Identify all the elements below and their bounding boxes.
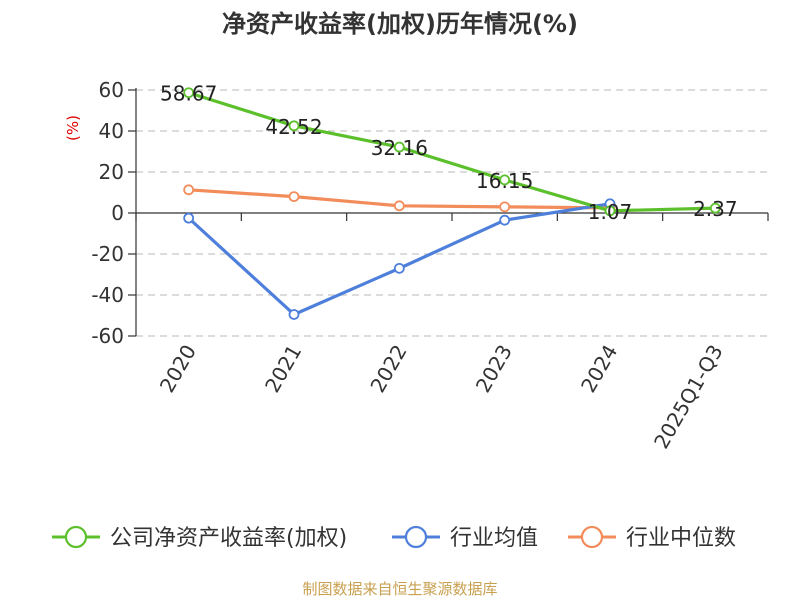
y-tick-label: -40 xyxy=(91,283,124,307)
data-label: 58.67 xyxy=(160,82,217,106)
chart-title: 净资产收益率(加权)历年情况(%) xyxy=(222,10,578,38)
data-point xyxy=(709,202,721,214)
data-point xyxy=(288,309,300,320)
gridlines xyxy=(136,89,768,337)
data-labels: 58.67 42.52 32.16 16.15 1.07 2.37 xyxy=(160,82,738,224)
y-tick-label: 40 xyxy=(99,119,124,143)
series-line xyxy=(188,91,716,213)
legend-marker xyxy=(404,525,428,549)
data-point xyxy=(604,205,616,217)
data-point xyxy=(288,120,300,132)
x-tick-label: 2025Q1-Q3 xyxy=(649,341,728,453)
data-point xyxy=(183,212,195,224)
data-point xyxy=(393,262,405,274)
data-point xyxy=(393,141,405,153)
data-point xyxy=(183,87,195,99)
data-label: 32.16 xyxy=(371,136,428,160)
data-label: 16.15 xyxy=(476,169,533,193)
y-tick-label: 0 xyxy=(111,201,124,225)
legend-label: 公司净资产收益率(加权) xyxy=(110,526,347,551)
source-note: 制图数据来自恒生聚源数据库 xyxy=(302,580,497,598)
x-tick-label: 2024 xyxy=(576,341,622,397)
legend-marker xyxy=(64,525,88,549)
legend-label: 行业中位数 xyxy=(626,526,736,551)
data-label: 1.07 xyxy=(588,200,633,224)
data-point xyxy=(393,200,405,212)
series-lines xyxy=(183,87,721,320)
x-tick-label: 2021 xyxy=(260,341,306,397)
data-point xyxy=(183,184,195,196)
data-label: 2.37 xyxy=(693,197,738,221)
legend-label: 行业均值 xyxy=(450,526,538,551)
y-tick-label: -20 xyxy=(91,242,124,266)
legend-marker xyxy=(580,525,604,549)
data-point xyxy=(288,191,300,203)
data-point xyxy=(499,201,511,213)
y-tick-label: 60 xyxy=(99,78,124,102)
series-line xyxy=(187,202,611,317)
y-tick-label: -60 xyxy=(91,324,124,348)
y-tick-label: 20 xyxy=(99,160,124,184)
axes: 60 40 20 0 -20 -40 -60 2020 2021 2022 2023 2024 2025… xyxy=(91,78,769,453)
y-axis-label: (%) xyxy=(64,115,82,141)
x-tick-label: 2020 xyxy=(155,341,201,397)
x-tick-label: 2022 xyxy=(365,341,411,397)
legend: 公司净资产收益率(加权) 行业均值 行业中位数 xyxy=(52,525,736,551)
data-point xyxy=(499,214,511,226)
x-tick-label: 2023 xyxy=(471,341,517,397)
data-point xyxy=(499,174,511,186)
data-label: 42.52 xyxy=(265,115,322,139)
